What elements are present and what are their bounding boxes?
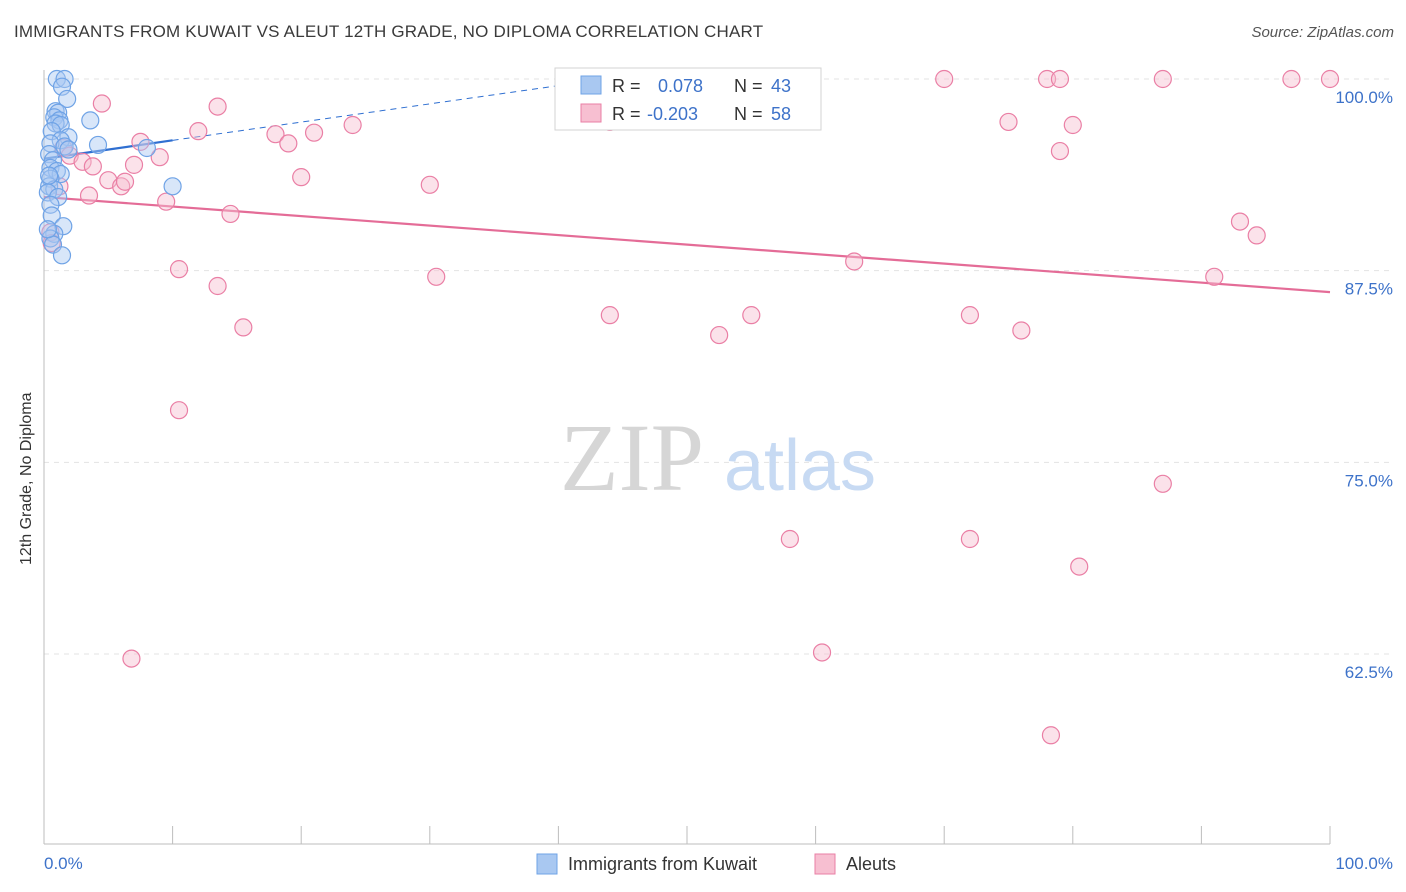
aleut-point <box>266 125 285 144</box>
aleut-point <box>169 260 189 279</box>
aleut-point <box>208 276 227 296</box>
aleut-point <box>73 152 92 171</box>
aleut-point <box>812 643 832 662</box>
tick-labels: 100.0% 87.5% 75.0% 62.5% 0.0% 100.0% <box>44 88 1393 873</box>
y-axis-label: 12th Grade, No Diploma <box>18 392 35 565</box>
aleut-point <box>189 122 208 141</box>
legend-swatch-blue <box>580 75 602 95</box>
legend-r-value-1: 0.078 <box>658 76 703 96</box>
aleut-point <box>1282 69 1301 89</box>
aleut-point <box>1012 321 1031 340</box>
legend-r-label-2: R = <box>612 104 641 124</box>
aleut-point <box>1153 474 1172 493</box>
aleut-point <box>427 267 446 286</box>
axes <box>43 70 1331 845</box>
aleut-point <box>221 204 240 224</box>
aleut-point <box>292 168 311 187</box>
legend-label-kuwait: Immigrants from Kuwait <box>568 854 757 874</box>
aleut-point <box>1247 226 1266 245</box>
legend-r-value-2: -0.203 <box>647 104 698 124</box>
aleut-point <box>1230 212 1250 231</box>
legend-swatch-kuwait <box>536 853 558 875</box>
aleut-point <box>710 325 729 345</box>
aleut-point <box>157 192 176 211</box>
watermark-atlas: atlas <box>724 426 876 506</box>
aleut-point <box>1070 557 1089 576</box>
aleut-point <box>1063 115 1082 135</box>
aleut-point <box>92 94 111 113</box>
aleut-point <box>960 306 980 325</box>
y-tick-label: 62.5% <box>1345 663 1393 682</box>
x-tick-label: 100.0% <box>1335 854 1393 873</box>
legend-n-label-2: N = <box>734 104 763 124</box>
series-legend: Immigrants from Kuwait Aleuts <box>536 853 896 875</box>
aleut-point <box>960 529 980 549</box>
kuwait-point <box>51 164 70 184</box>
kuwait-point <box>52 246 72 265</box>
kuwait-point <box>41 169 60 188</box>
kuwait-point <box>42 206 61 225</box>
aleut-point <box>999 112 1018 132</box>
aleut-point <box>1320 69 1340 89</box>
source-credit: Source: ZipAtlas.com <box>1251 24 1394 41</box>
kuwait-point <box>88 135 108 155</box>
legend-n-value-2: 58 <box>771 104 791 124</box>
aleut-point <box>1041 726 1061 745</box>
aleut-point <box>83 157 102 176</box>
chart-title: IMMIGRANTS FROM KUWAIT VS ALEUT 12TH GRA… <box>14 22 764 41</box>
kuwait-point <box>40 166 59 185</box>
y-tick-label: 87.5% <box>1345 280 1393 299</box>
kuwait-point <box>163 177 182 196</box>
x-tick-label: 0.0% <box>44 854 83 873</box>
aleut-point <box>169 401 189 420</box>
aleut-point <box>150 148 169 167</box>
kuwait-point <box>137 138 156 158</box>
legend-label-aleuts: Aleuts <box>846 854 896 874</box>
legend-r-label-1: R = <box>612 76 641 96</box>
aleut-point <box>780 529 799 549</box>
kuwait-point <box>81 111 100 130</box>
aleut-point <box>122 649 141 668</box>
aleut-point <box>742 306 761 325</box>
aleut-point <box>600 306 619 325</box>
aleut-point <box>845 252 864 271</box>
aleut-point <box>279 134 298 153</box>
aleut-point <box>115 172 135 191</box>
aleut-point <box>124 155 144 174</box>
legend-swatch-aleuts <box>814 853 836 875</box>
aleut-point <box>1037 69 1057 89</box>
correlation-legend: R = 0.078 N = 43 R = -0.203 N = 58 <box>554 67 822 131</box>
aleut-point <box>420 175 439 194</box>
kuwait-point <box>49 187 68 207</box>
aleut-point <box>234 318 253 337</box>
aleut-point <box>304 123 324 142</box>
legend-n-value-1: 43 <box>771 76 791 96</box>
aleut-point <box>343 115 362 135</box>
y-tick-label: 75.0% <box>1345 471 1393 490</box>
aleut-point <box>935 69 954 89</box>
aleut-point <box>1205 267 1224 286</box>
kuwait-point <box>58 89 77 109</box>
kuwait-point <box>59 140 78 159</box>
watermark-zip: ZIP <box>560 404 704 511</box>
aleut-point <box>1050 141 1070 161</box>
y-tick-label: 100.0% <box>1335 88 1393 107</box>
gridlines <box>44 78 1392 655</box>
aleut-trend-line <box>43 195 1331 294</box>
legend-n-label-1: N = <box>734 76 763 96</box>
aleut-point <box>79 186 99 205</box>
aleut-point <box>1153 69 1172 89</box>
aleut-point <box>1050 69 1070 89</box>
aleut-point <box>208 97 227 116</box>
kuwait-point <box>38 220 57 239</box>
legend-swatch-pink <box>580 103 602 123</box>
